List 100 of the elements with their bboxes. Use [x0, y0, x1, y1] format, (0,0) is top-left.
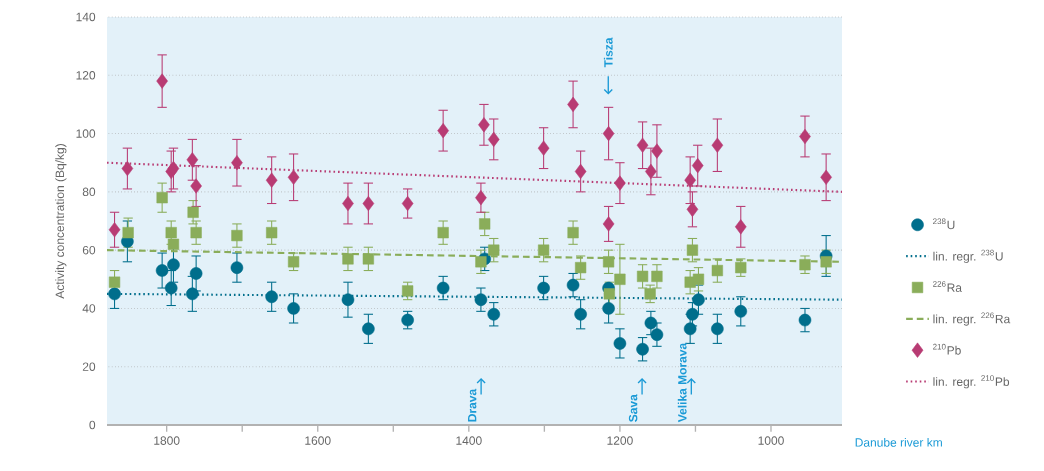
point	[475, 190, 487, 206]
point	[650, 328, 664, 341]
x-tick-label: 1000	[758, 436, 784, 445]
point	[644, 316, 658, 330]
point	[108, 222, 121, 238]
point	[574, 163, 587, 180]
point	[266, 227, 278, 239]
point	[155, 264, 169, 277]
point	[121, 160, 134, 177]
point	[692, 293, 705, 306]
point	[487, 307, 501, 321]
point	[636, 137, 649, 153]
point	[362, 253, 374, 265]
point	[537, 281, 550, 295]
legend-label: $^{226}$Ra	[933, 281, 962, 292]
point	[401, 195, 414, 212]
point	[798, 313, 812, 327]
point	[108, 276, 121, 288]
point	[820, 169, 832, 185]
point	[231, 155, 243, 171]
x-tick-label: 1800	[154, 436, 180, 445]
point	[265, 172, 278, 188]
point	[478, 117, 490, 133]
point	[231, 229, 243, 242]
point	[479, 218, 491, 230]
point	[342, 195, 354, 212]
point	[651, 143, 663, 159]
point	[691, 158, 704, 174]
point	[488, 244, 500, 256]
point	[684, 172, 696, 188]
y-tick-label: 40	[82, 304, 96, 313]
point	[603, 288, 615, 300]
annotation: Tisza	[603, 37, 613, 68]
y-tick-label: 0	[89, 420, 96, 430]
y-tick-label: 80	[82, 187, 96, 197]
point	[686, 201, 699, 217]
point	[437, 123, 449, 139]
legend-label: lin. regr. $^{238}$U	[933, 249, 1003, 263]
point	[574, 307, 587, 321]
x-axis-title: Danube river km	[855, 437, 942, 447]
point	[651, 270, 663, 282]
point	[190, 227, 202, 239]
annotation: Sava	[628, 394, 638, 422]
point	[538, 244, 550, 256]
point	[644, 288, 656, 300]
point	[186, 152, 199, 168]
y-tick-label: 60	[82, 245, 96, 255]
point	[683, 322, 697, 336]
point	[602, 216, 615, 232]
point	[567, 96, 579, 113]
x-tick-label: 1400	[456, 436, 482, 445]
point	[164, 281, 178, 295]
point	[190, 178, 202, 194]
point	[566, 278, 580, 292]
point	[156, 192, 168, 204]
y-axis-title: Activity concentration (Bq/kg)	[55, 144, 67, 299]
x-tick-label: 1600	[305, 436, 331, 445]
point	[602, 302, 615, 315]
point	[537, 140, 550, 156]
y-tick-label: 140	[76, 12, 96, 22]
y-tick-label: 120	[76, 71, 96, 80]
point	[230, 261, 244, 274]
point	[362, 195, 375, 212]
point	[735, 262, 747, 274]
point	[602, 256, 615, 268]
point	[820, 256, 832, 268]
point	[342, 253, 354, 265]
annotation: Velika Morava	[677, 342, 687, 423]
point	[341, 293, 355, 306]
legend-label: lin. regr. $^{226}$Ra	[933, 312, 1011, 326]
point	[167, 258, 180, 271]
point	[602, 125, 615, 142]
point	[475, 256, 487, 268]
point	[402, 285, 414, 297]
annotation: Drava	[468, 388, 477, 422]
point	[287, 256, 300, 268]
point	[686, 244, 699, 256]
point	[636, 270, 649, 282]
point	[165, 227, 177, 239]
point	[156, 73, 168, 89]
x-tick-label: 1200	[607, 436, 633, 445]
point	[567, 227, 579, 239]
point	[187, 206, 199, 218]
y-tick-label: 20	[82, 362, 96, 371]
point	[287, 169, 300, 185]
point	[799, 128, 811, 145]
point	[108, 287, 121, 301]
point	[636, 342, 649, 356]
point	[734, 305, 748, 318]
point	[436, 281, 450, 295]
point	[265, 290, 278, 304]
point	[437, 227, 449, 239]
point	[122, 227, 134, 239]
point	[167, 238, 180, 250]
point	[614, 175, 626, 191]
point	[613, 337, 627, 350]
point	[711, 322, 724, 336]
legend-label: $^{210}$Pb	[933, 343, 961, 355]
point	[287, 302, 300, 315]
point	[474, 293, 488, 306]
